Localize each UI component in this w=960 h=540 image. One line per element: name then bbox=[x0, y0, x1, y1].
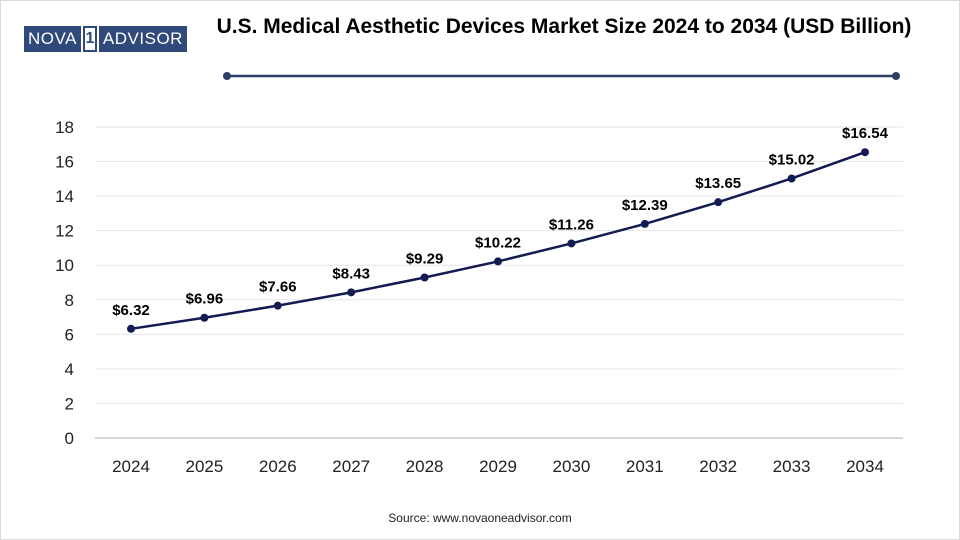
data-label: $9.29 bbox=[406, 250, 444, 267]
x-tick-label: 2028 bbox=[406, 457, 444, 476]
x-tick-label: 2032 bbox=[699, 457, 737, 476]
y-tick-label: 14 bbox=[55, 187, 74, 206]
source-note: Source: www.novaoneadvisor.com bbox=[388, 511, 572, 525]
nova-one-advisor-logo: NOVA 1 ADVISOR bbox=[24, 26, 187, 52]
title-underline-dot-right bbox=[892, 72, 900, 80]
x-tick-label: 2024 bbox=[112, 457, 150, 476]
y-tick-label: 8 bbox=[65, 291, 74, 310]
chart-title: U.S. Medical Aesthetic Devices Market Si… bbox=[216, 15, 912, 38]
data-point bbox=[494, 257, 502, 266]
data-point bbox=[787, 174, 796, 183]
x-tick-label: 2034 bbox=[846, 457, 884, 476]
title-underline-dot-left bbox=[223, 72, 231, 80]
y-tick-label: 2 bbox=[65, 394, 74, 413]
x-tick-label: 2033 bbox=[773, 457, 811, 476]
data-label: $15.02 bbox=[769, 151, 815, 168]
data-label: $12.39 bbox=[622, 197, 668, 214]
x-tick-label: 2029 bbox=[479, 457, 517, 476]
y-tick-label: 6 bbox=[65, 325, 74, 344]
x-tick-label: 2030 bbox=[552, 457, 590, 476]
x-tick-label: 2031 bbox=[626, 457, 664, 476]
data-point bbox=[420, 273, 429, 282]
y-tick-label: 10 bbox=[55, 256, 74, 275]
y-tick-label: 0 bbox=[65, 429, 74, 448]
x-tick-label: 2027 bbox=[332, 457, 370, 476]
data-label: $10.22 bbox=[475, 234, 521, 251]
x-tick-label: 2026 bbox=[259, 457, 297, 476]
data-point bbox=[861, 148, 869, 157]
data-point bbox=[714, 198, 723, 207]
y-tick-label: 4 bbox=[65, 360, 74, 379]
data-label: $16.54 bbox=[842, 125, 889, 142]
data-label: $8.43 bbox=[332, 265, 370, 282]
data-label: $11.26 bbox=[549, 216, 594, 233]
data-point bbox=[567, 239, 576, 248]
logo-mark: 1 bbox=[82, 26, 97, 52]
data-label: $6.96 bbox=[186, 291, 224, 308]
x-tick-label: 2025 bbox=[185, 457, 223, 476]
y-tick-label: 18 bbox=[55, 118, 74, 137]
logo-text-right: ADVISOR bbox=[98, 26, 187, 52]
data-label: $13.65 bbox=[695, 175, 741, 192]
logo-text-left: NOVA bbox=[24, 26, 81, 52]
data-point bbox=[640, 219, 649, 228]
data-point bbox=[347, 288, 356, 297]
y-tick-label: 12 bbox=[55, 222, 74, 241]
y-tick-label: 16 bbox=[55, 153, 74, 172]
data-label: $6.32 bbox=[112, 302, 150, 319]
data-point bbox=[273, 301, 282, 310]
data-point bbox=[127, 324, 135, 333]
data-label: $7.66 bbox=[259, 279, 297, 296]
data-point bbox=[200, 313, 209, 322]
